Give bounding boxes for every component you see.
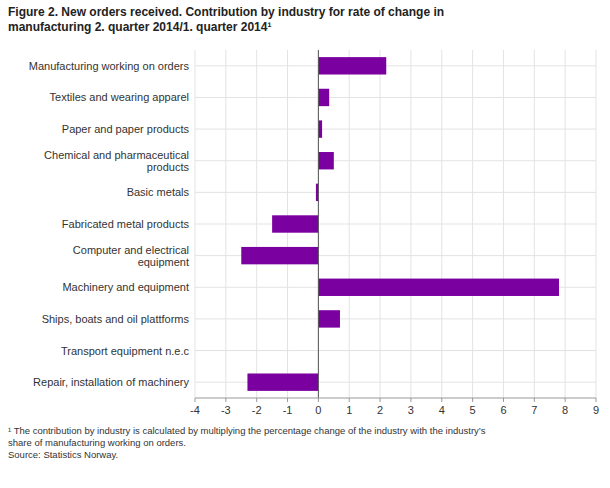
- chart-container: Figure 2. New orders received. Contribut…: [0, 0, 610, 488]
- x-tick: [503, 398, 504, 402]
- x-tick-label: 5: [470, 404, 476, 416]
- x-tick: [534, 398, 535, 402]
- y-tick-label-line: Paper and paper products: [62, 123, 190, 135]
- x-tick-label: -1: [283, 404, 293, 416]
- grid-line-y: [195, 129, 596, 130]
- y-tick-label-line: Transport equipment n.e.c: [61, 345, 189, 357]
- y-tick-label-line: Machinery and equipment: [62, 281, 189, 293]
- zero-line: [318, 50, 319, 398]
- x-tick: [225, 398, 226, 402]
- grid: [195, 50, 596, 398]
- y-tick-label-line: Repair, installation of machinery: [33, 376, 189, 388]
- x-axis: -4 -3 -2 -1 0 1 2 3 4 5 6 7 8 9: [190, 398, 599, 416]
- grid-line-y: [195, 160, 596, 161]
- y-tick-label-line: Textiles and wearing apparel: [50, 91, 189, 103]
- y-tick-label: Computer and electricalequipment: [73, 244, 189, 268]
- title: Figure 2. New orders received. Contribut…: [8, 5, 444, 34]
- y-tick-label: Manufacturing working on orders: [29, 60, 190, 72]
- x-tick: [195, 398, 196, 402]
- bar: [318, 120, 322, 137]
- y-tick-label: Ships, boats and oil plattforms: [42, 313, 190, 325]
- y-tick-label-line: Computer and electrical: [73, 244, 189, 256]
- y-tick-label-line: equipment: [138, 256, 189, 268]
- x-tick: [596, 398, 597, 402]
- x-tick-label: -2: [252, 404, 262, 416]
- y-tick-label: Machinery and equipment: [62, 281, 189, 293]
- y-tick-label: Paper and paper products: [62, 123, 190, 135]
- y-tick-label-line: Basic metals: [127, 186, 190, 198]
- x-tick-label: -3: [221, 404, 231, 416]
- bar: [318, 279, 559, 296]
- x-tick: [349, 398, 350, 402]
- bar: [318, 152, 333, 169]
- x-tick-label: -4: [190, 404, 200, 416]
- y-tick-label: Textiles and wearing apparel: [50, 91, 189, 103]
- y-tick-label-line: Ships, boats and oil plattforms: [42, 313, 190, 325]
- chart: Figure 2. New orders received. Contribut…: [0, 0, 610, 488]
- x-tick: [380, 398, 381, 402]
- title-line: Figure 2. New orders received. Contribut…: [8, 5, 444, 19]
- y-tick-label: Fabricated metal products: [62, 218, 190, 230]
- grid-line-x: [318, 50, 319, 398]
- x-tick: [410, 398, 411, 402]
- grid-line-y: [195, 318, 596, 319]
- y-tick-label-line: Fabricated metal products: [62, 218, 190, 230]
- x-tick-label: 1: [346, 404, 352, 416]
- bar: [318, 89, 329, 106]
- grid-line-y: [195, 350, 596, 351]
- x-tick: [318, 398, 319, 402]
- bar: [241, 247, 318, 264]
- y-tick-label-line: Chemical and pharmaceutical: [44, 149, 189, 161]
- y-tick-label: Transport equipment n.e.c: [61, 345, 189, 357]
- x-axis-line: [195, 398, 596, 399]
- bar: [272, 215, 318, 232]
- x-tick-label: 6: [500, 404, 506, 416]
- y-tick-label: Chemical and pharmaceuticalproducts: [44, 149, 189, 173]
- x-tick: [441, 398, 442, 402]
- x-tick-label: 4: [439, 404, 445, 416]
- bar: [247, 373, 318, 390]
- x-tick: [256, 398, 257, 402]
- grid-line-y: [195, 65, 596, 66]
- footnote-line: ¹ The contribution by industry is calcul…: [8, 425, 486, 436]
- grid-line-y: [195, 97, 596, 98]
- x-tick: [565, 398, 566, 402]
- x-tick-label: 2: [377, 404, 383, 416]
- y-axis: Manufacturing working on orders Textiles …: [29, 60, 190, 388]
- footnote-line: share of manufacturing working on orders…: [8, 437, 186, 448]
- grid-line-y: [195, 192, 596, 193]
- bar: [318, 57, 386, 74]
- x-tick-label: 0: [315, 404, 321, 416]
- x-tick: [287, 398, 288, 402]
- footnote-line: Source: Statistics Norway.: [8, 449, 118, 460]
- grid-line-y: [195, 224, 596, 225]
- x-tick: [472, 398, 473, 402]
- footnote: ¹ The contribution by industry is calcul…: [8, 425, 486, 460]
- y-tick-label: Basic metals: [127, 186, 190, 198]
- y-tick-label-line: Manufacturing working on orders: [29, 60, 190, 72]
- x-tick-label: 9: [593, 404, 599, 416]
- y-tick-label: Repair, installation of machinery: [33, 376, 189, 388]
- x-tick-label: 3: [408, 404, 414, 416]
- title-line: manufacturing 2. quarter 2014/1. quarter…: [8, 20, 271, 34]
- x-tick-label: 7: [531, 404, 537, 416]
- bars: [241, 57, 559, 391]
- bar: [318, 310, 340, 327]
- x-tick-label: 8: [562, 404, 568, 416]
- y-tick-label-line: products: [147, 161, 190, 173]
